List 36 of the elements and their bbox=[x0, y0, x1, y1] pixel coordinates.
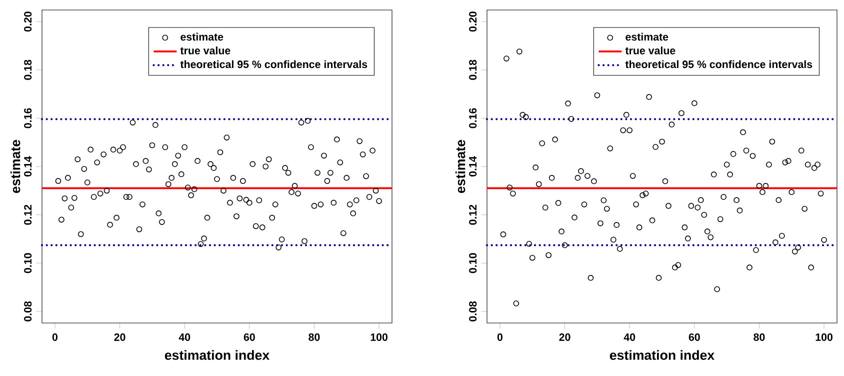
legend-label: theoretical 95 % confidence intervals bbox=[180, 60, 368, 68]
x-axis-title: estimation index bbox=[164, 350, 270, 360]
y-tick-label: 0.16 bbox=[24, 108, 32, 128]
legend-label: estimate bbox=[180, 32, 224, 41]
x-tick-label: 100 bbox=[816, 333, 832, 341]
y-axis-title: estimate bbox=[10, 140, 20, 194]
y-tick-label: 0.10 bbox=[469, 253, 477, 274]
y-tick-label: 0.10 bbox=[24, 253, 32, 274]
y-tick-label: 0.20 bbox=[24, 12, 32, 32]
y-tick-label: 0.16 bbox=[469, 108, 477, 128]
y-tick-label: 0.18 bbox=[24, 60, 32, 80]
x-axis-title: estimation index bbox=[610, 350, 714, 360]
y-tick-label: 0.08 bbox=[469, 301, 477, 322]
x-tick-label: 0 bbox=[497, 333, 502, 341]
y-tick-label: 0.14 bbox=[24, 156, 32, 176]
y-tick-label: 0.12 bbox=[469, 204, 477, 225]
x-tick-label: 40 bbox=[624, 333, 636, 341]
y-tick-label: 0.18 bbox=[469, 60, 477, 80]
legend-label: theoretical 95 % confidence intervals bbox=[625, 60, 812, 68]
x-tick-label: 80 bbox=[308, 333, 320, 341]
y-tick-label: 0.12 bbox=[24, 204, 32, 225]
x-tick-label: 0 bbox=[52, 333, 58, 341]
x-tick-label: 20 bbox=[559, 333, 570, 341]
x-tick-label: 60 bbox=[688, 333, 700, 341]
x-tick-label: 20 bbox=[114, 333, 126, 341]
y-axis-title: estimate bbox=[455, 140, 466, 194]
y-tick-label: 0.14 bbox=[469, 156, 477, 176]
y-tick-label: 0.20 bbox=[469, 12, 477, 32]
legend-label: true value bbox=[625, 46, 676, 54]
legend-label: true value bbox=[180, 46, 230, 54]
x-tick-label: 80 bbox=[754, 333, 765, 341]
legend-label: estimate bbox=[626, 32, 668, 41]
x-tick-label: 40 bbox=[178, 333, 190, 341]
x-tick-label: 60 bbox=[244, 333, 255, 341]
x-tick-label: 100 bbox=[370, 333, 388, 341]
y-tick-label: 0.08 bbox=[24, 301, 32, 322]
